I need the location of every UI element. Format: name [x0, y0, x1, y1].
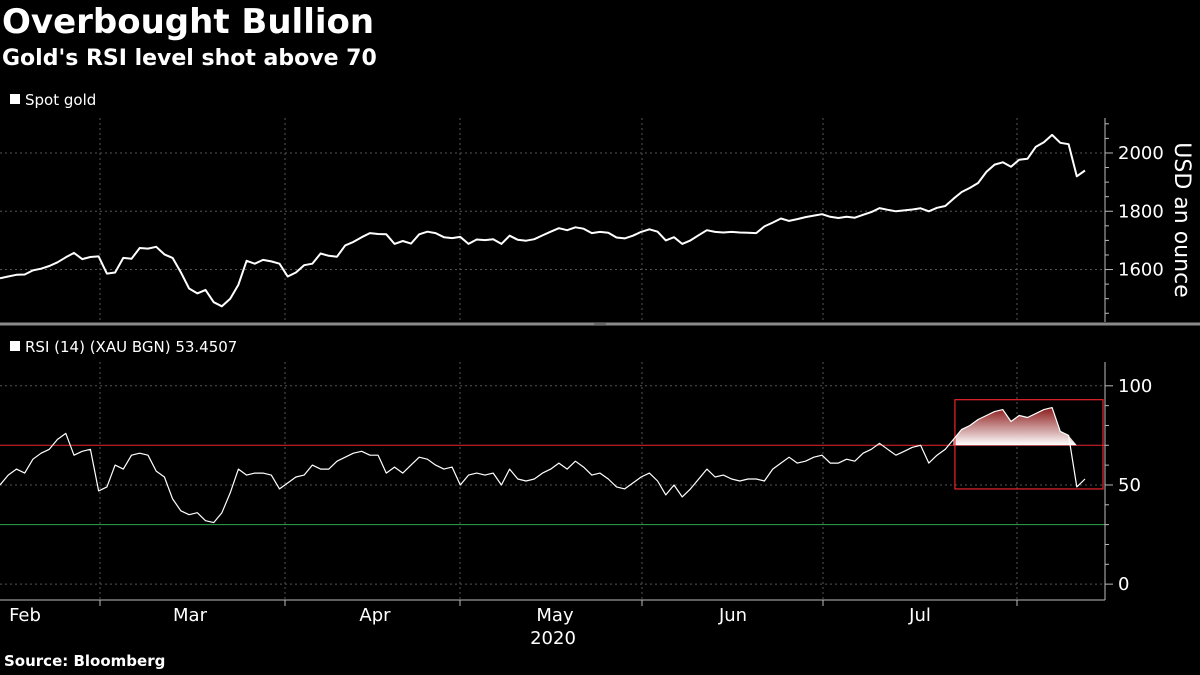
- chart-subtitle: Gold's RSI level shot above 70: [2, 46, 377, 71]
- overbought-highlight-box: [954, 399, 1104, 490]
- rsi-legend-label: RSI (14) (XAU BGN) 53.4507: [25, 338, 237, 356]
- x-tick-label: Jun: [718, 605, 747, 626]
- spot-gold-legend-label: Spot gold: [25, 91, 96, 109]
- x-tick-label: May: [536, 605, 574, 626]
- x-tick-label: Feb: [9, 605, 41, 626]
- rsi-y-tick-label: 100: [1118, 376, 1152, 397]
- rsi-y-tick-label: 50: [1118, 475, 1141, 496]
- gold-y-tick-label: 1800: [1118, 201, 1164, 222]
- source-note: Source: Bloomberg: [4, 652, 166, 670]
- x-tick-label: Jul: [908, 605, 931, 626]
- gold-y-axis-label: USD an ounce: [1169, 142, 1194, 297]
- rsi-legend-swatch: [10, 341, 20, 351]
- grid-layer: [0, 118, 1105, 600]
- gold-y-tick-label: 1600: [1118, 260, 1164, 281]
- x-year-label: 2020: [530, 628, 576, 649]
- spot-gold-legend-swatch: [10, 94, 20, 104]
- rsi-y-tick-label: 0: [1118, 574, 1129, 595]
- chart-title: Overbought Bullion: [2, 2, 375, 42]
- spot-gold-series-line: [0, 133, 1086, 308]
- series-layer: [0, 133, 1086, 524]
- x-tick-label: Mar: [173, 605, 208, 626]
- x-tick-label: Apr: [359, 605, 391, 626]
- overbought-area-fill: [953, 407, 1085, 446]
- rsi-series-line: [0, 407, 1086, 524]
- axis-layer: 1600 1800 2000 0 50 100 Feb Mar Apr May Jun Jul: [0, 118, 1200, 626]
- highlight-layer: [953, 399, 1104, 490]
- gold-y-tick-label: 2000: [1118, 143, 1164, 164]
